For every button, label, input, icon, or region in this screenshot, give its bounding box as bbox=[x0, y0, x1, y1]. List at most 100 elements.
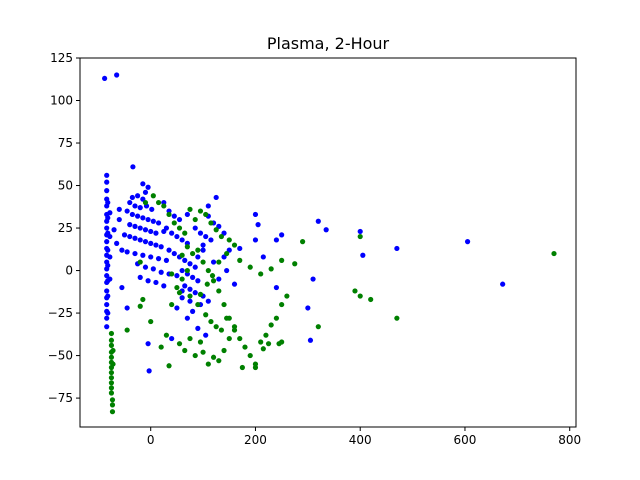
data-point bbox=[145, 278, 151, 284]
data-point bbox=[208, 318, 214, 325]
data-point bbox=[132, 223, 138, 229]
data-point bbox=[142, 239, 149, 245]
data-point bbox=[171, 250, 177, 257]
data-point bbox=[163, 332, 170, 338]
data-point bbox=[179, 295, 185, 301]
data-point bbox=[357, 233, 363, 240]
data-point bbox=[182, 347, 188, 354]
data-point bbox=[231, 324, 238, 330]
data-point bbox=[132, 250, 138, 257]
data-point bbox=[146, 368, 152, 374]
data-point bbox=[394, 245, 400, 252]
plot-frame bbox=[79, 57, 577, 428]
data-point bbox=[190, 274, 196, 280]
data-point bbox=[310, 276, 316, 282]
data-point bbox=[104, 172, 110, 178]
data-point bbox=[192, 216, 198, 223]
data-point bbox=[216, 358, 222, 364]
data-point bbox=[108, 390, 115, 396]
data-point bbox=[197, 291, 204, 297]
y-tick-label: −75 bbox=[48, 391, 73, 405]
data-point bbox=[231, 242, 238, 248]
data-point bbox=[137, 237, 143, 243]
data-point bbox=[105, 310, 111, 316]
data-point bbox=[158, 244, 164, 250]
data-point bbox=[174, 273, 180, 279]
data-point bbox=[169, 271, 175, 277]
data-point bbox=[224, 315, 230, 321]
data-point bbox=[121, 232, 128, 238]
data-point bbox=[104, 273, 110, 279]
data-point bbox=[205, 361, 211, 367]
data-point bbox=[104, 239, 110, 245]
data-point bbox=[140, 296, 146, 303]
data-point bbox=[104, 225, 110, 231]
data-point bbox=[155, 220, 162, 226]
data-point bbox=[203, 332, 209, 338]
axis-ticks: 0 200 400 600 800 −75 −50 −25 0 25 50 75 100 125 bbox=[48, 51, 581, 447]
data-point bbox=[200, 259, 206, 265]
data-point bbox=[176, 216, 183, 223]
data-point bbox=[187, 293, 193, 299]
data-point bbox=[209, 273, 216, 279]
data-point bbox=[224, 250, 230, 257]
data-point bbox=[108, 380, 115, 386]
data-point bbox=[192, 290, 198, 296]
data-point bbox=[273, 284, 280, 291]
data-point bbox=[292, 261, 298, 267]
data-point bbox=[300, 239, 306, 245]
data-point bbox=[145, 216, 151, 223]
data-point bbox=[155, 256, 162, 262]
data-point bbox=[184, 267, 190, 274]
x-tick-label: 600 bbox=[454, 433, 477, 447]
data-point bbox=[216, 259, 222, 265]
data-point bbox=[166, 363, 172, 369]
data-point bbox=[258, 271, 264, 277]
data-point bbox=[210, 278, 217, 284]
data-point bbox=[279, 257, 285, 263]
data-point bbox=[187, 206, 193, 212]
data-point bbox=[190, 250, 196, 257]
data-point bbox=[208, 237, 214, 243]
data-point bbox=[247, 352, 253, 359]
y-tick-label: 25 bbox=[58, 221, 73, 235]
data-point bbox=[237, 335, 243, 342]
data-point bbox=[108, 354, 115, 360]
data-point bbox=[195, 325, 201, 331]
data-point bbox=[114, 72, 120, 78]
data-point bbox=[104, 301, 110, 308]
data-point bbox=[231, 281, 238, 287]
data-point bbox=[195, 278, 201, 284]
data-point bbox=[124, 249, 130, 255]
data-point bbox=[176, 225, 183, 231]
data-point bbox=[247, 264, 253, 270]
data-point bbox=[323, 227, 329, 233]
data-point bbox=[171, 220, 177, 226]
data-point bbox=[205, 298, 211, 304]
data-point bbox=[197, 230, 204, 236]
y-tick-label: 125 bbox=[50, 51, 73, 65]
data-point bbox=[109, 397, 116, 403]
data-point bbox=[142, 264, 149, 270]
data-point bbox=[179, 276, 185, 282]
data-point bbox=[129, 211, 135, 218]
data-point bbox=[108, 375, 115, 381]
data-point bbox=[145, 341, 151, 347]
data-point bbox=[155, 199, 162, 206]
data-point bbox=[145, 184, 151, 190]
data-point bbox=[360, 252, 366, 258]
data-point bbox=[110, 361, 116, 367]
data-point bbox=[205, 203, 211, 209]
data-point bbox=[200, 349, 206, 355]
data-point bbox=[140, 181, 146, 187]
data-point bbox=[221, 301, 227, 308]
data-point bbox=[105, 215, 111, 221]
data-point bbox=[195, 247, 201, 253]
data-point bbox=[137, 274, 143, 280]
data-point bbox=[197, 339, 204, 345]
data-point bbox=[197, 208, 204, 214]
data-point bbox=[132, 203, 138, 209]
data-point bbox=[150, 193, 156, 199]
data-point bbox=[187, 335, 193, 342]
